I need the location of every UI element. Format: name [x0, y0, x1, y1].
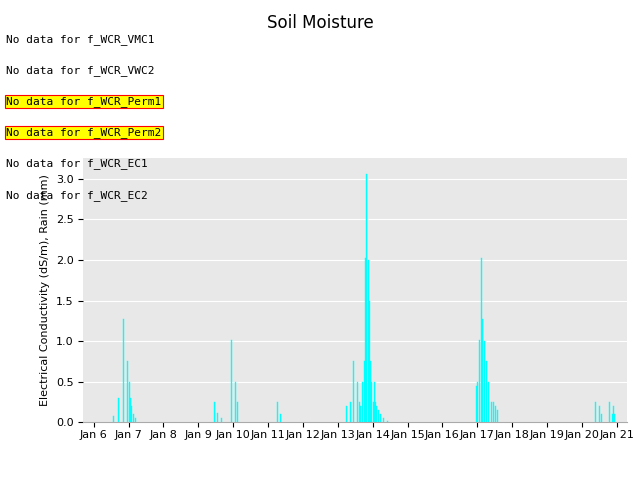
Text: No data for f_WCR_Perm2: No data for f_WCR_Perm2 [6, 127, 162, 138]
Text: No data for f_WCR_VWC2: No data for f_WCR_VWC2 [6, 65, 155, 76]
Y-axis label: Electrical Conductivity (dS/m), Rain (mm): Electrical Conductivity (dS/m), Rain (mm… [40, 174, 50, 407]
Text: No data for f_WCR_Perm1: No data for f_WCR_Perm1 [6, 96, 162, 107]
Text: No data for f_WCR_EC2: No data for f_WCR_EC2 [6, 190, 148, 201]
Text: No data for f_WCR_VMC1: No data for f_WCR_VMC1 [6, 34, 155, 45]
Text: Soil Moisture: Soil Moisture [267, 14, 373, 33]
Text: No data for f_WCR_EC1: No data for f_WCR_EC1 [6, 158, 148, 169]
Legend: Rain: Rain [323, 476, 387, 480]
